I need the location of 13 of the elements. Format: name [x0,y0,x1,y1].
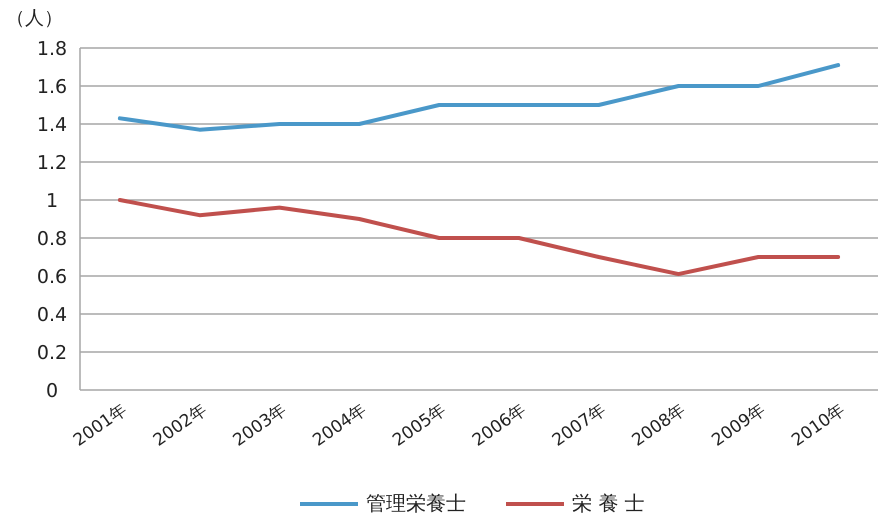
y-axis-title: （人） [6,7,63,29]
y-tick-label: 0.8 [36,228,68,250]
y-tick-label: 1.6 [36,76,68,98]
y-tick-label: 1.4 [36,114,68,136]
y-tick-label: 0.6 [36,266,68,288]
y-tick-label: 0 [46,380,58,402]
y-tick-label: 1 [46,190,58,212]
y-tick-label: 1.2 [36,152,68,174]
y-tick-label: 0.2 [36,342,68,364]
legend-label: 管理栄養士 [366,491,466,515]
y-tick-label: 1.8 [36,38,68,60]
y-tick-label: 0.4 [36,304,68,326]
legend-label: 栄 養 士 [572,491,645,515]
